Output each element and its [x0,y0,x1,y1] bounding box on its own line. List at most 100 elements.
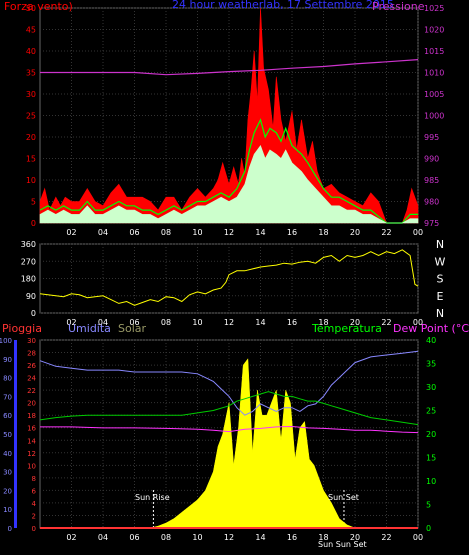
y-tick-label-rain: 12 [27,450,36,458]
y-tick-label-humidity: 20 [3,487,12,495]
y-tick-label-pressure: 1025 [424,4,444,13]
y-tick-label-temp: 20 [426,430,436,439]
x-tick-label: 18 [318,533,328,542]
y-tick-label-temp: 5 [426,501,431,510]
y-tick-label-direction: 0 [31,309,36,318]
x-tick-label: 16 [287,533,297,542]
y-tick-label-pressure: 975 [424,219,439,228]
x-tick-label: 00 [413,228,423,237]
y-tick-label-rain: 14 [27,437,36,445]
x-tick-label: 00 [413,318,423,327]
y-tick-label-rain: 24 [27,375,36,383]
y-tick-label-wind: 35 [26,69,36,78]
wind-axis-title: Forza vento) [4,0,73,13]
x-tick-label: 22 [381,318,391,327]
series-gust [39,7,419,224]
x-tick-label: 12 [224,533,234,542]
compass-label: W [435,255,446,268]
y-tick-label-rain: 30 [27,337,36,345]
y-tick-label-humidity: 70 [3,393,12,401]
y-tick-label-temp: 10 [426,477,436,486]
y-tick-label-humidity: 10 [3,506,12,514]
pressure-axis-title: Pressione [372,0,425,13]
solar-axis-title: Solar [118,322,147,335]
x-tick-label: 02 [66,533,76,542]
humidity-axis-title: Umidita [68,322,111,335]
x-tick-label: 02 [66,318,76,327]
y-tick-label-pressure: 1000 [424,112,444,121]
y-tick-label-humidity: 30 [3,469,12,477]
humidity-axis-bar [14,340,17,528]
y-tick-label-pressure: 980 [424,198,439,207]
x-tick-label: 22 [381,228,391,237]
compass-label: E [437,290,444,303]
y-tick-label-pressure: 1020 [424,26,444,35]
series-temperature [39,391,419,426]
y-tick-label-pressure: 1015 [424,47,444,56]
compass-label: N [436,238,444,251]
x-tick-label: 18 [318,318,328,327]
y-tick-label-temp: 40 [426,336,436,345]
series-direction [39,249,419,306]
x-tick-label: 10 [192,228,202,237]
series-dew_point [40,425,419,434]
series-solar [40,358,418,529]
x-tick-label: 04 [98,533,108,542]
y-tick-label-pressure: 1005 [424,90,444,99]
x-tick-label: 02 [66,228,76,237]
x-tick-label: 18 [318,228,328,237]
dewpoint-axis-title: Dew Point (°C) [393,322,469,335]
y-tick-label-wind: 20 [26,133,36,142]
series-wind [39,144,419,224]
compass-label: S [437,273,444,286]
sun-set-label: Sun Set [328,493,359,502]
y-tick-label-wind: 50 [26,4,36,13]
x-tick-label: 20 [350,228,360,237]
x-tick-label: 20 [350,318,360,327]
y-tick-label-wind: 15 [26,155,36,164]
rain-axis-title: Pioggia [2,322,42,335]
y-tick-label-rain: 28 [27,350,36,358]
y-tick-label-humidity: 80 [3,375,12,383]
x-tick-label: 20 [350,533,360,542]
series-layer [39,7,419,529]
y-tick-label-temp: 15 [426,454,436,463]
x-tick-label: 14 [255,228,265,237]
y-tick-label-humidity: 40 [3,450,12,458]
y-tick-label-wind: 45 [26,26,36,35]
sun-rise-label: Sun Rise [135,493,170,502]
y-tick-label-humidity: 100 [0,337,12,345]
x-tick-label: 14 [255,533,265,542]
y-tick-label-direction: 90 [26,292,36,301]
temperature-axis-title: Temperatura [311,322,382,335]
y-tick-label-direction: 180 [21,275,36,284]
x-tick-label: 12 [224,228,234,237]
x-tick-label: 00 [413,533,423,542]
y-tick-label-humidity: 60 [3,412,12,420]
y-tick-label-pressure: 1010 [424,69,444,78]
y-tick-label-rain: 26 [27,362,36,370]
x-tick-label: 10 [192,533,202,542]
bottom-sun-label: Sun Sun Set [318,540,367,549]
x-tick-label: 16 [287,228,297,237]
series-pressure [40,59,419,76]
x-tick-label: 10 [192,318,202,327]
y-tick-label-rain: 10 [27,462,36,470]
y-tick-label-wind: 5 [31,198,36,207]
x-tick-label: 04 [98,228,108,237]
y-tick-label-humidity: 90 [3,356,12,364]
y-tick-label-rain: 18 [27,412,36,420]
y-tick-label-pressure: 985 [424,176,439,185]
chart-title: 24 hour weatherlab, 17 Settembre 2015 [172,0,394,11]
y-tick-label-rain: 8 [32,475,36,483]
y-tick-label-temp: 35 [426,360,436,369]
x-tick-label: 08 [161,228,171,237]
y-tick-label-rain: 20 [27,400,36,408]
y-tick-label-wind: 25 [26,112,36,121]
y-tick-label-temp: 0 [426,524,431,533]
y-tick-label-wind: 10 [26,176,36,185]
y-tick-label-pressure: 995 [424,133,439,142]
y-tick-label-rain: 22 [27,387,36,395]
